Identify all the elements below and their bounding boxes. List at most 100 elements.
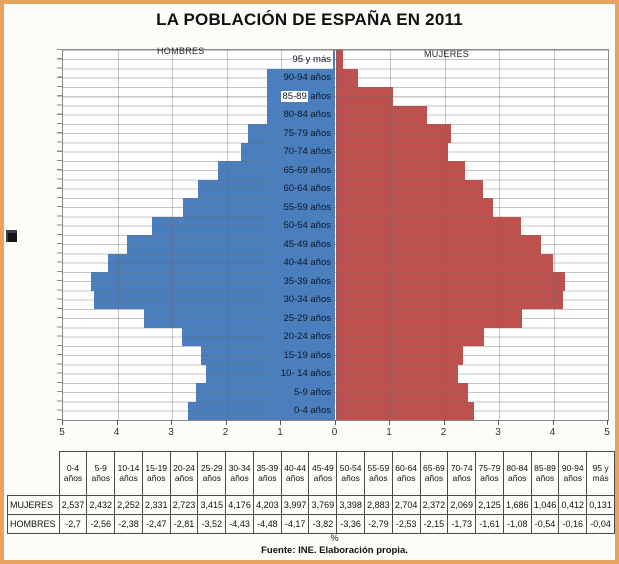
bar-mujeres-25-29 años xyxy=(335,309,522,328)
table-col-header: 20-24 años xyxy=(169,451,199,496)
bar-mujeres-5-9 años xyxy=(335,383,469,402)
bar-mujeres-60-64 años xyxy=(335,179,483,198)
category-axis-ticks xyxy=(57,49,62,420)
x-axis-tick xyxy=(334,420,336,425)
table-cell: -0,16 xyxy=(558,514,588,534)
x-tick-label: 4 xyxy=(549,427,556,438)
table-col-header: 45-49 años xyxy=(308,451,338,496)
table-col-header: 75-79 años xyxy=(475,451,504,496)
table-cell: 2,069 xyxy=(447,495,477,515)
bar-mujeres-30-34 años xyxy=(335,290,564,309)
age-axis-label-70-74 años: 70-74 años xyxy=(267,142,334,161)
bar-mujeres-35-39 años xyxy=(335,272,565,291)
x-tick-label: 5 xyxy=(604,427,610,438)
age-axis-label-0-4 años: 0-4 años xyxy=(267,401,334,420)
table-cell: -3,82 xyxy=(308,514,338,534)
x-tick-label: 1 xyxy=(386,427,392,438)
table-cell: 2,723 xyxy=(169,495,199,515)
table-col-header: 55-59 años xyxy=(364,451,393,496)
x-tick-label: 1 xyxy=(277,427,283,438)
table-cell: -2,81 xyxy=(169,514,199,534)
table-cell: -2,47 xyxy=(141,514,171,534)
table-cell: -2,15 xyxy=(419,514,449,534)
table-cell: -2,7 xyxy=(58,514,88,534)
table-cell: -2,56 xyxy=(86,514,116,534)
table-col-header: 0-4 años xyxy=(58,451,88,496)
table-col-header: 5-9 años xyxy=(86,451,116,496)
table-col-header: 85-89 años xyxy=(530,451,560,496)
table-col-header: 95 y más xyxy=(586,451,615,496)
age-axis-label-30-34 años: 30-34 años xyxy=(267,290,334,309)
table-col-header: 35-39 años xyxy=(252,451,282,496)
age-axis-label-5-9 años: 5-9 años xyxy=(267,383,334,402)
table-cell: -4,43 xyxy=(225,514,254,534)
x-tick-label: 2 xyxy=(440,427,447,438)
table-col-header: 80-84 años xyxy=(502,451,532,496)
table-cell: 3,398 xyxy=(336,495,366,515)
table-row-hombres: HOMBRES -2,7 -2,56 -2,38 -2,47 -2,81 -3,52 -4,4… xyxy=(7,514,615,534)
x-axis-tick xyxy=(171,420,172,425)
table-cell: 2,883 xyxy=(364,495,393,515)
source-note: Fuente: INE. Elaboración propia. xyxy=(261,545,408,556)
age-axis-label-50-54 años: 50-54 años xyxy=(267,216,334,235)
table-col-header: 40-44 años xyxy=(280,451,310,496)
bar-mujeres-0-4 años xyxy=(335,401,474,420)
bar-mujeres-15-19 años xyxy=(335,346,463,365)
age-axis-label-35-39 años: 35-39 años xyxy=(267,272,334,291)
table-cell: 3,997 xyxy=(280,495,310,515)
bar-mujeres-75-79 años xyxy=(335,124,452,143)
table-col-header: 15-19 años xyxy=(141,451,171,496)
table-cell: -2,38 xyxy=(114,514,143,534)
age-axis-label-20-24 años: 20-24 años xyxy=(267,327,334,346)
table-cell: 1,686 xyxy=(502,495,532,515)
age-axis-label-45-49 años: 45-49 años xyxy=(267,235,334,254)
table-col-header: 60-64 años xyxy=(391,451,421,496)
table-cell: 2,537 xyxy=(58,495,88,515)
bar-mujeres-45-49 años xyxy=(335,235,541,254)
x-axis-tick xyxy=(498,420,499,425)
table-cell: 0,412 xyxy=(558,495,588,515)
table-cell: 4,176 xyxy=(225,495,254,515)
table-cell: -0,54 xyxy=(530,514,560,534)
table-col-header: 30-34 años xyxy=(225,451,254,496)
x-tick-label: 4 xyxy=(113,427,120,438)
age-axis-label-55-59 años: 55-59 años xyxy=(267,198,334,217)
left-edge-artifact xyxy=(6,230,17,242)
table-row-mujeres: MUJERES 2,537 2,432 2,252 2,331 2,723 3,415 4,1… xyxy=(7,495,615,515)
table-col-header: 10-14 años xyxy=(114,451,143,496)
table-cell: -1,61 xyxy=(475,514,504,534)
table-cell: -3,36 xyxy=(336,514,366,534)
bar-mujeres-55-59 años xyxy=(335,198,493,217)
chart-title: LA POBLACIÓN DE ESPAÑA EN 2011 xyxy=(156,10,463,29)
table-cell: -1,08 xyxy=(502,514,532,534)
age-axis-label-15-19 años: 15-19 años xyxy=(267,346,334,365)
x-axis-tick xyxy=(389,420,390,425)
x-axis-tick xyxy=(552,420,554,425)
table-cell: 4,203 xyxy=(252,495,282,515)
table-cell: 2,125 xyxy=(475,495,504,515)
plot-area: 0-4 años 5-9 años 10- 14 años 15-19 años 20-… xyxy=(62,49,609,421)
bar-mujeres-70-74 años xyxy=(335,142,449,161)
bar-mujeres-95 y más xyxy=(335,50,343,69)
mujeres-series-label: MUJERES xyxy=(424,49,470,59)
x-axis-tick xyxy=(607,420,608,425)
table-col-header: 90-94 años xyxy=(558,451,588,496)
data-table: 0-4 años 5-9 años 10-14 años 15-19 años 20-2… xyxy=(7,451,615,534)
bar-mujeres-10- 14 años xyxy=(335,364,459,383)
table-col-header: 50-54 años xyxy=(336,451,366,496)
bar-mujeres-85-89 años xyxy=(335,87,393,106)
bar-mujeres-40-44 años xyxy=(335,253,554,272)
x-axis-tick xyxy=(62,420,63,425)
age-axis-label-80-84 años: 80-84 años xyxy=(267,105,334,124)
table-cell: 2,331 xyxy=(141,495,171,515)
table-cell: -4,48 xyxy=(252,514,282,534)
table-cell: -2,79 xyxy=(364,514,393,534)
bar-hombres-95 y más xyxy=(333,50,336,69)
table-cell: -3,52 xyxy=(197,514,227,534)
table-cell: 3,415 xyxy=(197,495,227,515)
x-axis-tick xyxy=(116,420,118,425)
bar-mujeres-90-94 años xyxy=(335,68,358,87)
age-axis-label-25-29 años: 25-29 años xyxy=(267,309,334,328)
bar-mujeres-50-54 años xyxy=(335,216,521,235)
bar-mujeres-80-84 años xyxy=(335,105,428,124)
